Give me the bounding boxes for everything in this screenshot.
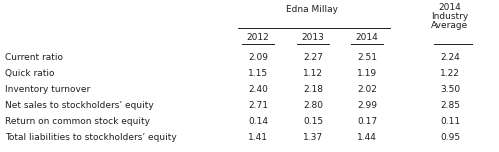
Text: 1.12: 1.12 (303, 69, 323, 78)
Text: Total liabilities to stockholders’ equity: Total liabilities to stockholders’ equit… (5, 133, 177, 142)
Text: 1.22: 1.22 (440, 69, 460, 78)
Text: 1.41: 1.41 (248, 133, 268, 142)
Text: 2.71: 2.71 (248, 101, 268, 110)
Text: 2.80: 2.80 (303, 101, 323, 110)
Text: 2012: 2012 (247, 33, 269, 42)
Text: 1.37: 1.37 (303, 133, 323, 142)
Text: 3.50: 3.50 (440, 85, 460, 94)
Text: 1.44: 1.44 (357, 133, 377, 142)
Text: 0.95: 0.95 (440, 133, 460, 142)
Text: 2.27: 2.27 (303, 53, 323, 62)
Text: 2.85: 2.85 (440, 101, 460, 110)
Text: Net sales to stockholders’ equity: Net sales to stockholders’ equity (5, 101, 154, 110)
Text: Edna Millay: Edna Millay (286, 5, 338, 14)
Text: 2.02: 2.02 (357, 85, 377, 94)
Text: Quick ratio: Quick ratio (5, 69, 54, 78)
Text: 1.15: 1.15 (248, 69, 268, 78)
Text: 2.51: 2.51 (357, 53, 377, 62)
Text: 2.40: 2.40 (248, 85, 268, 94)
Text: Average: Average (431, 21, 469, 30)
Text: 2.24: 2.24 (440, 53, 460, 62)
Text: 2.18: 2.18 (303, 85, 323, 94)
Text: 0.17: 0.17 (357, 117, 377, 126)
Text: 2013: 2013 (301, 33, 324, 42)
Text: Industry: Industry (431, 12, 469, 21)
Text: 1.19: 1.19 (357, 69, 377, 78)
Text: 2014: 2014 (439, 3, 462, 12)
Text: Inventory turnover: Inventory turnover (5, 85, 90, 94)
Text: 2.09: 2.09 (248, 53, 268, 62)
Text: 2014: 2014 (356, 33, 378, 42)
Text: 0.14: 0.14 (248, 117, 268, 126)
Text: Current ratio: Current ratio (5, 53, 63, 62)
Text: 2.99: 2.99 (357, 101, 377, 110)
Text: Return on common stock equity: Return on common stock equity (5, 117, 150, 126)
Text: 0.11: 0.11 (440, 117, 460, 126)
Text: 0.15: 0.15 (303, 117, 323, 126)
